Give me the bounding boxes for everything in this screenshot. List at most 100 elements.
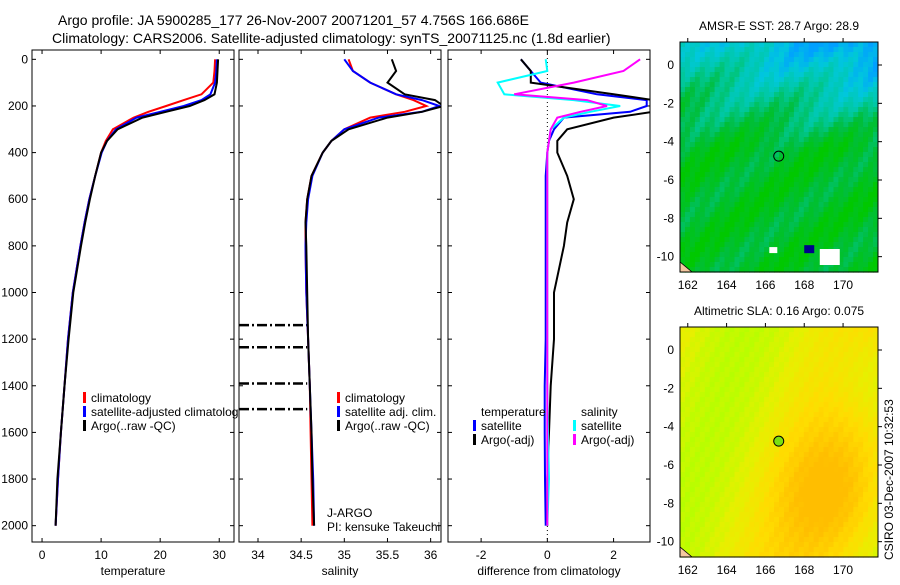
map-cell <box>689 462 696 468</box>
map-cell <box>858 477 864 483</box>
map-cell <box>813 72 820 78</box>
map-cell <box>788 492 795 498</box>
map-cell <box>788 262 795 268</box>
legend-entry: satellite <box>581 419 622 433</box>
map-cell <box>838 467 844 473</box>
map-cell <box>704 532 711 538</box>
map-cell <box>823 197 829 203</box>
map-cell <box>784 457 790 463</box>
map-cell <box>823 537 829 543</box>
map-cell <box>863 192 869 198</box>
map-cell <box>754 172 760 178</box>
map-cell <box>818 417 825 423</box>
map-cell <box>694 52 701 58</box>
map-cell <box>754 232 760 238</box>
map-cell <box>873 497 879 503</box>
map-cell <box>719 82 726 88</box>
map-cell <box>858 492 864 498</box>
map-cell <box>803 407 810 413</box>
map-cell <box>744 532 750 538</box>
map-cell <box>729 112 735 118</box>
map-cell <box>779 127 785 133</box>
map-cell <box>744 347 750 353</box>
map-cell <box>699 347 706 353</box>
map-cell <box>769 142 775 148</box>
map-cell <box>754 517 760 523</box>
map-cell <box>759 157 765 163</box>
map-cell <box>739 442 745 448</box>
map-cell <box>858 117 864 123</box>
map-cell <box>685 472 691 478</box>
map-cell <box>833 222 839 228</box>
map-cell <box>694 47 701 53</box>
map-cell <box>754 422 760 428</box>
map-cell <box>843 152 849 158</box>
map-cell <box>793 47 800 53</box>
map-cell <box>754 507 760 513</box>
map-cell <box>788 97 795 103</box>
map-cell <box>843 252 849 258</box>
map-cell <box>813 392 820 398</box>
map-cell <box>714 387 721 393</box>
map-cell <box>813 112 820 118</box>
map-cell <box>709 232 716 238</box>
map-cell <box>803 467 810 473</box>
map-cell <box>843 122 849 128</box>
map-cell <box>853 67 859 73</box>
map-cell <box>759 372 765 378</box>
map-cell <box>823 417 829 423</box>
map-cell <box>739 72 745 78</box>
map-cell <box>774 402 780 408</box>
map-cell <box>739 147 745 153</box>
map-cell <box>808 332 815 338</box>
map-cell <box>774 532 780 538</box>
map-cell <box>769 542 775 548</box>
map-cell <box>689 522 696 528</box>
map-cell <box>714 252 721 258</box>
map-cell <box>754 392 760 398</box>
map-cell <box>729 517 735 523</box>
map-cell <box>803 102 810 108</box>
map-cell <box>744 442 750 448</box>
map-cell <box>818 337 825 343</box>
map-cell <box>734 427 740 433</box>
map-cell <box>680 227 686 233</box>
legend-swatch <box>337 406 340 417</box>
map-cell <box>694 57 701 63</box>
map-cell <box>754 82 760 88</box>
map-cell <box>808 382 815 388</box>
map-cell <box>714 42 721 48</box>
map-cell <box>848 452 854 458</box>
map-cell <box>823 107 829 113</box>
map-cell <box>863 142 869 148</box>
map-cell <box>868 237 874 243</box>
map-cell <box>803 252 810 258</box>
map-cell <box>744 152 750 158</box>
map-cell <box>793 442 800 448</box>
map-cell <box>699 482 706 488</box>
map-cell <box>680 392 686 398</box>
map-cell <box>823 237 829 243</box>
map-cell <box>863 407 869 413</box>
map-cell <box>729 397 735 403</box>
map-cell <box>823 422 829 428</box>
map-cell <box>818 57 825 63</box>
map-cell <box>729 542 735 548</box>
map-cell <box>823 222 829 228</box>
map-cell <box>798 367 805 373</box>
map-cell <box>764 527 770 533</box>
map-cell <box>838 182 844 188</box>
map-cell <box>803 522 810 528</box>
map-cell <box>784 102 790 108</box>
x-tick-label: 0 <box>544 548 551 562</box>
map-cell <box>689 357 696 363</box>
map-cell <box>863 227 869 233</box>
map-cell <box>798 72 805 78</box>
map-cell <box>813 87 820 93</box>
map-cell <box>808 487 815 493</box>
map-cell <box>813 217 820 223</box>
map-cell <box>754 547 760 553</box>
map-cell <box>823 457 829 463</box>
map-cell <box>848 187 854 193</box>
map-cell <box>704 527 711 533</box>
